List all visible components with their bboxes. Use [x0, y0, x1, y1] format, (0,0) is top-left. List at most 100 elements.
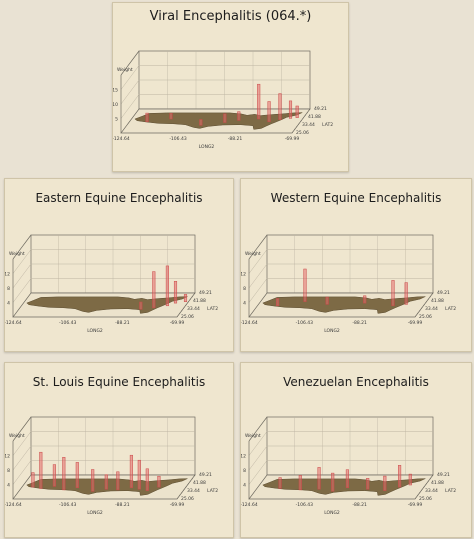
- data-bar: [383, 475, 387, 491]
- chart-svg-viral: 5 10 15 -124.64 -106.43 -88.21 -69.99 LONG2 49.2…: [113, 50, 333, 150]
- data-bar: [366, 478, 370, 490]
- y-tick-label: 12: [241, 454, 246, 460]
- chart-title: Viral Encephalitis (064.*): [149, 9, 312, 24]
- data-bar: [129, 454, 133, 489]
- z-axis-label: LAT2: [322, 122, 333, 128]
- x-axis-label: LONG2: [324, 510, 340, 516]
- x-tick-label: -106.43: [296, 320, 314, 326]
- z-tick-label: 49.21: [314, 106, 327, 112]
- grid-line: [248, 460, 268, 485]
- chart-svg-st-louis: 4 8 12 -124.64 -106.43 -88.21 -69.99 LONG2 49.21…: [5, 416, 218, 516]
- data-bar: [183, 294, 188, 302]
- data-bar: [325, 296, 329, 305]
- z-tick-label: 25.06: [181, 496, 194, 502]
- chart-svg-eastern: 4 8 12 -124.64 -106.43 -88.21 -69.99 LONG2 49.21…: [5, 234, 218, 334]
- data-bar: [116, 471, 120, 491]
- grid-line: [12, 460, 32, 485]
- y-tick-label: 8: [7, 468, 10, 474]
- z-tick-label: 25.06: [181, 314, 194, 320]
- z-tick-label: 41.88: [431, 480, 444, 486]
- x-tick-label: -88.21: [352, 320, 367, 326]
- grid-line: [12, 431, 32, 456]
- z-axis: [176, 474, 196, 500]
- data-bar: [345, 469, 349, 489]
- grid-line: [248, 249, 268, 274]
- chart-viral: 5 10 15 -124.64 -106.43 -88.21 -69.99 LONG2 49.2…: [113, 39, 348, 165]
- chart-st-louis: 4 8 12 -124.64 -106.43 -88.21 -69.99 LONG2 49.21…: [5, 405, 233, 533]
- data-bar: [288, 100, 293, 119]
- z-tick-label: 41.88: [193, 480, 206, 486]
- grid-line: [12, 445, 32, 471]
- grid-line: [12, 249, 32, 274]
- y-tick-label: 12: [241, 272, 246, 278]
- us-map-silhouette: [134, 112, 303, 130]
- data-bar: [104, 474, 108, 490]
- data-bar: [62, 457, 66, 491]
- data-bar: [31, 472, 35, 488]
- data-bar: [391, 280, 395, 307]
- left-wall-edge: [248, 234, 268, 260]
- left-wall-edge: [248, 416, 268, 442]
- chart-card-western: Western Equine Encephalitis 4 8 12 -124.64 -…: [240, 178, 472, 352]
- data-bar: [91, 469, 95, 492]
- data-bar: [408, 473, 412, 486]
- y-tick-label: 8: [7, 286, 10, 292]
- x-tick-label: -69.99: [170, 320, 185, 326]
- data-bar: [145, 112, 149, 123]
- y-tick-label: 4: [7, 483, 10, 489]
- grid-line: [120, 65, 140, 90]
- y-tick-label: 8: [243, 468, 246, 474]
- data-bar: [257, 83, 261, 120]
- data-bar: [223, 113, 227, 123]
- x-tick-label: -124.64: [5, 502, 22, 508]
- data-bar: [278, 477, 282, 489]
- x-tick-label: -88.21: [352, 502, 367, 508]
- z-tick-label: 25.06: [296, 130, 309, 136]
- data-bar: [298, 475, 302, 491]
- z-axis: [414, 474, 434, 500]
- chart-title: Eastern Equine Encephalitis: [35, 191, 203, 205]
- z-tick-label: 33.44: [425, 306, 438, 312]
- data-bar: [75, 462, 79, 489]
- z-tick-label: 49.21: [199, 472, 212, 478]
- left-wall-edge: [120, 50, 140, 76]
- data-bar: [39, 451, 43, 489]
- x-tick-label: -69.99: [408, 502, 423, 508]
- x-axis-label: LONG2: [199, 144, 215, 150]
- chart-card-eastern: Eastern Equine Encephalitis 4 8 12 -124.64 -…: [4, 178, 234, 352]
- x-tick-label: -106.43: [169, 136, 187, 142]
- z-tick-label: 41.88: [193, 298, 206, 304]
- z-tick-label: 25.06: [419, 496, 432, 502]
- chart-eastern: 4 8 12 -124.64 -106.43 -88.21 -69.99 LONG2 49.21…: [5, 223, 233, 347]
- z-tick-label: 33.44: [302, 122, 315, 128]
- grid-line: [120, 79, 140, 105]
- y-axis-label: Weight: [245, 251, 261, 257]
- x-axis-label: LONG2: [87, 510, 103, 516]
- grid-line: [248, 278, 268, 303]
- z-tick-label: 49.21: [437, 472, 450, 478]
- y-tick-label: 4: [7, 301, 10, 307]
- data-bar: [267, 101, 271, 123]
- z-tick-label: 33.44: [425, 488, 438, 494]
- x-tick-label: -88.21: [115, 502, 130, 508]
- z-tick-label: 49.21: [437, 290, 450, 296]
- y-tick-label: 12: [5, 272, 10, 278]
- chart-venezuelan: 4 8 12 -124.64 -106.43 -88.21 -69.99 LONG2 49.21…: [241, 405, 471, 533]
- data-bar: [152, 271, 156, 309]
- y-tick-label: 4: [243, 483, 246, 489]
- chart-title: Venezuelan Encephalitis: [283, 375, 429, 389]
- us-map-silhouette: [26, 296, 188, 314]
- x-tick-label: -69.99: [285, 136, 300, 142]
- y-tick-label: 4: [243, 301, 246, 307]
- x-tick-label: -106.43: [59, 320, 77, 326]
- z-axis-label: LAT2: [207, 306, 218, 312]
- y-tick-label: 10: [113, 102, 118, 108]
- data-bar: [237, 111, 241, 121]
- x-tick-label: -88.21: [115, 320, 130, 326]
- x-tick-label: -106.43: [59, 502, 77, 508]
- data-bar: [295, 105, 299, 118]
- data-bar: [169, 112, 173, 120]
- x-axis-label: LONG2: [324, 328, 340, 334]
- z-axis: [291, 108, 311, 134]
- left-wall-edge: [12, 234, 32, 260]
